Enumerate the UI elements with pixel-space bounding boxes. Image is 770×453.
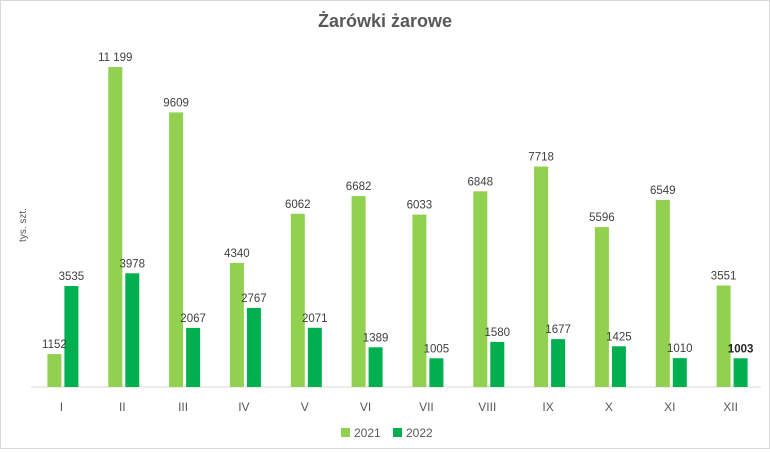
x-tick-label-IV: IV <box>238 400 249 414</box>
bar-2022-IV <box>246 307 261 387</box>
data-label-2022-I: 3535 <box>59 271 85 283</box>
data-labels-group: 1152 3535 11 199 3978 9609 2067 4340 2767 6062 20… <box>42 52 753 355</box>
data-label-2022-IV: 2767 <box>241 293 267 305</box>
data-label-2022-IX: 1677 <box>545 324 571 336</box>
x-tick-label-VIII: VIII <box>478 400 496 414</box>
x-tick-label-III: III <box>178 400 188 414</box>
bar-2021-II <box>108 67 123 387</box>
bar-2021-V <box>290 213 305 387</box>
x-tick-label-VI: VI <box>360 400 371 414</box>
legend: 2021 2022 <box>341 426 433 440</box>
data-label-2022-V: 2071 <box>302 313 328 325</box>
bar-2021-XII <box>716 285 731 387</box>
chart-title: Żarówki żarowe <box>318 11 452 31</box>
bar-2022-XI <box>672 358 687 387</box>
bar-2021-VII <box>412 214 427 387</box>
bar-2022-VII <box>429 358 444 387</box>
data-label-2021-VI: 6682 <box>346 181 372 193</box>
data-label-2022-XII: 1003 <box>728 343 754 355</box>
data-label-2021-VII: 6033 <box>407 200 433 212</box>
x-tick-label-VII: VII <box>419 400 434 414</box>
x-tick-label-I: I <box>60 400 63 414</box>
data-label-2021-III: 9609 <box>163 97 189 109</box>
bars-group <box>47 67 748 388</box>
bar-2022-III <box>186 327 201 387</box>
bar-2022-X <box>611 346 626 387</box>
bar-2022-I <box>64 286 79 387</box>
legend-swatch-2022 <box>393 428 402 437</box>
bar-2021-IX <box>534 166 549 387</box>
bar-2021-X <box>594 227 609 387</box>
bar-2021-IV <box>229 263 244 387</box>
data-label-2021-IX: 7718 <box>528 152 554 164</box>
data-label-2021-IV: 4340 <box>224 248 250 260</box>
bar-2021-XI <box>655 199 670 387</box>
bar-2022-VI <box>368 347 383 387</box>
x-tick-label-V: V <box>301 400 309 414</box>
legend-label-2022: 2022 <box>406 426 433 440</box>
x-tick-label-II: II <box>119 400 126 414</box>
x-tick-label-X: X <box>605 400 613 414</box>
data-label-2021-X: 5596 <box>589 212 615 224</box>
y-axis-label: tys. szt. <box>18 208 29 242</box>
bar-2022-V <box>307 327 322 387</box>
data-label-2022-III: 2067 <box>180 313 206 325</box>
data-label-2021-XII: 3551 <box>711 271 737 283</box>
x-tick-labels-group: I II III IV V VI VII VIII IX X XI XII <box>60 400 738 414</box>
legend-label-2021: 2021 <box>354 426 381 440</box>
data-label-2021-II: 11 199 <box>98 52 132 64</box>
bar-2021-VI <box>351 196 366 387</box>
x-tick-label-XI: XI <box>664 400 675 414</box>
data-label-2022-VIII: 1580 <box>485 327 511 339</box>
data-label-2022-X: 1425 <box>606 331 632 343</box>
bar-2022-II <box>125 273 140 387</box>
data-label-2021-V: 6062 <box>285 199 311 211</box>
data-label-2022-VI: 1389 <box>363 332 389 344</box>
data-label-2022-XI: 1010 <box>667 343 693 355</box>
bar-2021-III <box>169 112 184 388</box>
data-label-2021-VIII: 6848 <box>468 176 494 188</box>
legend-swatch-2021 <box>341 428 350 437</box>
bar-2022-VIII <box>490 341 505 387</box>
data-label-2021-XI: 6549 <box>650 185 676 197</box>
bar-2021-I <box>47 354 62 387</box>
data-label-2022-VII: 1005 <box>424 343 450 355</box>
bar-2021-VIII <box>473 191 488 387</box>
x-tick-label-IX: IX <box>542 400 553 414</box>
x-tick-label-XII: XII <box>723 400 738 414</box>
bar-2022-IX <box>551 339 566 387</box>
bar-2022-XII <box>733 358 748 387</box>
data-label-2021-I: 1152 <box>42 339 67 351</box>
data-label-2022-II: 3978 <box>120 258 146 270</box>
